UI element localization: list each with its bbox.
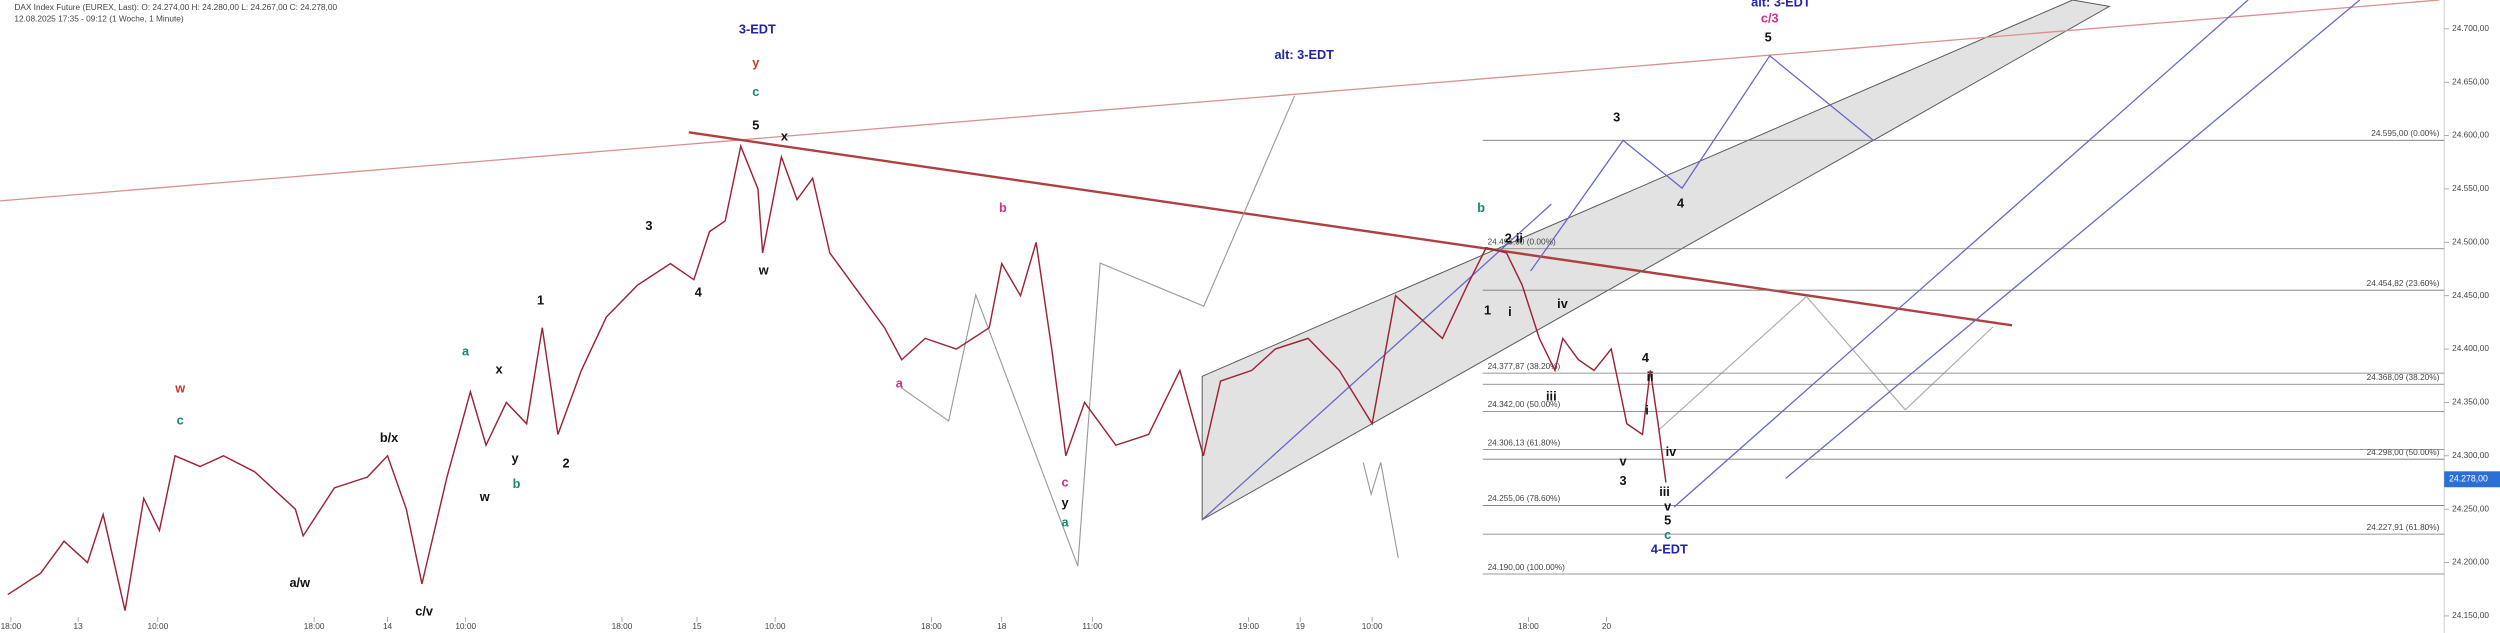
fib-label: 24.190,00 (100.00%) [1488, 562, 1566, 572]
y-tick-label: 24.600,00 [2452, 130, 2489, 140]
last-price-label: 24.278,00 [2449, 474, 2488, 484]
wave-label: 4 [695, 285, 703, 300]
wave-label: i [1645, 403, 1649, 418]
y-tick-label: 24.650,00 [2452, 76, 2489, 86]
wave-label: c [177, 412, 184, 427]
wave-label: c [1062, 474, 1069, 489]
wave-label: b/x [380, 430, 398, 445]
drawings [0, 0, 2440, 567]
fib-label: 24.454,82 (23.60%) [2367, 278, 2440, 288]
wave-label: 3 [1620, 473, 1627, 488]
fib-label: 24.255,06 (78.60%) [1488, 493, 1561, 503]
wave-label: 1 [1484, 302, 1491, 317]
y-tick-label: 24.400,00 [2452, 343, 2489, 353]
wave-label: b [999, 200, 1007, 215]
fib-label: 24.306,13 (61.80%) [1488, 437, 1561, 447]
x-tick-label: 15 [692, 621, 702, 631]
wave-label: a [1062, 514, 1070, 529]
fib-label: 24.495,00 (0.00%) [1488, 237, 1556, 247]
wave-label: 2 [562, 455, 569, 470]
wave-label: 4-EDT [1651, 541, 1688, 556]
wave-label: c/3 [1761, 11, 1779, 26]
x-tick-label: 19 [1296, 621, 1306, 631]
wave-label: w [174, 380, 185, 395]
header-instrument: DAX Index Future (EUREX, Last): O: 24.27… [14, 2, 337, 12]
wave-label: iv [1666, 444, 1678, 459]
wave-label: b [1477, 200, 1485, 215]
wave-label: y [1062, 495, 1070, 510]
x-tick-label: 14 [383, 621, 393, 631]
x-tick-label: 18:00 [1, 621, 22, 631]
x-tick-label: 18:00 [1518, 621, 1539, 631]
x-tick-label: 18:00 [304, 621, 325, 631]
x-tick-label: 10:00 [455, 621, 476, 631]
y-tick-label: 24.500,00 [2452, 237, 2489, 247]
wave-label: iii [1659, 484, 1670, 499]
x-tick-label: 20 [1602, 621, 1612, 631]
y-tick-label: 24.700,00 [2452, 23, 2489, 33]
wave-label: y [511, 451, 519, 466]
y-tick-label: 24.150,00 [2452, 610, 2489, 620]
wave-label: ii [1647, 369, 1654, 384]
wave-label: v [1620, 454, 1628, 469]
wave-label: iii [1546, 388, 1557, 403]
wave-label: x [495, 361, 502, 376]
y-tick-label: 24.550,00 [2452, 183, 2489, 193]
x-tick-label: 18 [997, 621, 1007, 631]
wave-label: c [752, 84, 759, 99]
wave-label: 5 [1765, 30, 1772, 45]
fib-label: 24.595,00 (0.00%) [2371, 128, 2439, 138]
x-tick-label: 11:00 [1082, 621, 1103, 631]
wave-label: w [758, 262, 769, 277]
wave-label: 5 [1664, 513, 1671, 528]
wave-label: y [752, 55, 760, 70]
wave-label: 3 [1613, 109, 1620, 124]
wave-label: 3 [645, 218, 652, 233]
x-tick-label: 10:00 [1362, 621, 1383, 631]
y-tick-label: 24.200,00 [2452, 557, 2489, 567]
fib-label: 24.298,00 (50.00%) [2367, 447, 2440, 457]
wave-label: v [1664, 498, 1672, 513]
wave-label: 4 [1677, 195, 1685, 210]
wave-label: x [781, 129, 788, 144]
x-tick-label: 10:00 [147, 621, 168, 631]
y-tick-label: 24.300,00 [2452, 450, 2489, 460]
y-tick-label: 24.350,00 [2452, 397, 2489, 407]
fib-label: 24.377,87 (38.20%) [1488, 361, 1561, 371]
wave-label: ii [1516, 231, 1523, 246]
wave-label: iv [1557, 296, 1569, 311]
wave-label: c [1664, 527, 1671, 542]
x-tick-label: 10:00 [765, 621, 786, 631]
wave-label: 1 [537, 293, 544, 308]
wave-label: b [513, 476, 521, 491]
wave-label: 3-EDT [739, 22, 776, 37]
wave-label: alt: 3-EDT [1751, 0, 1811, 10]
wave-label: w [479, 489, 490, 504]
fib-label: 24.368,09 (38.20%) [2367, 372, 2440, 382]
wave-label: c/v [415, 604, 434, 619]
wave-label: alt: 3-EDT [1274, 47, 1334, 62]
fib-label: 24.227,91 (61.80%) [2367, 522, 2440, 532]
y-tick-label: 24.450,00 [2452, 290, 2489, 300]
wave-label: a/w [289, 575, 310, 590]
wave-label: 5 [752, 117, 759, 132]
wave-label: 2 [1505, 231, 1512, 246]
last-price-tag [2444, 471, 2500, 488]
header-period: 12.08.2025 17:35 - 09:12 (1 Woche, 1 Min… [14, 13, 184, 23]
x-tick-label: 18:00 [921, 621, 942, 631]
x-tick-label: 19:00 [1238, 621, 1259, 631]
x-tick-label: 18:00 [612, 621, 633, 631]
x-tick-label: 13 [74, 621, 84, 631]
wave-label: i [1508, 304, 1512, 319]
wave-label: 4 [1642, 350, 1650, 365]
price-line [7, 143, 1667, 611]
wave-label: a [896, 376, 904, 391]
y-tick-label: 24.250,00 [2452, 503, 2489, 513]
fib-label: 24.342,00 (50.00%) [1488, 399, 1561, 409]
wave-label: a [462, 344, 470, 359]
